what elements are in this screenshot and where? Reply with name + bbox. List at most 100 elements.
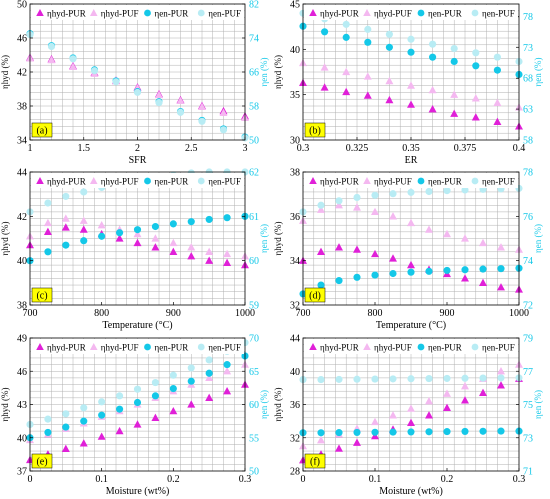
y-axis-label-left: ηhyd (%) xyxy=(273,388,283,422)
legend-marker xyxy=(363,343,371,350)
legend-entry: ηhyd-PUF xyxy=(101,9,139,19)
data-point xyxy=(479,278,487,286)
grid xyxy=(303,4,519,140)
data-point xyxy=(80,237,88,245)
legend-marker xyxy=(89,343,98,350)
data-point xyxy=(443,428,451,436)
legend-marker xyxy=(144,177,151,185)
legend-entry: ηen-PUR xyxy=(155,9,189,19)
data-point xyxy=(133,238,142,247)
legend-entry: ηhyd-PUR xyxy=(320,9,359,19)
x-tick-label: 1 xyxy=(28,143,33,154)
panel-tag: (f) xyxy=(304,453,326,469)
data-point xyxy=(389,212,397,220)
y-tick-label-right: 58 xyxy=(249,102,259,113)
data-point xyxy=(425,187,433,196)
data-point xyxy=(205,369,213,377)
data-point xyxy=(187,364,195,372)
data-point xyxy=(317,429,325,437)
data-point xyxy=(187,400,196,408)
y-axis-label-left: ηhyd (%) xyxy=(273,222,283,256)
data-point xyxy=(112,78,120,86)
x-axis-label: Moisture (wt%) xyxy=(379,486,443,497)
legend-marker xyxy=(417,9,425,17)
y-tick-label-right: 55 xyxy=(249,433,259,444)
data-point xyxy=(80,188,88,196)
legend: ηhyd-PUR ηhyd-PUF ηen-PUR ηen-PUF xyxy=(304,5,518,20)
data-point xyxy=(317,205,325,213)
data-point xyxy=(364,25,372,33)
legend-marker xyxy=(471,343,479,351)
data-point xyxy=(385,30,393,38)
y-tick-label-right: 71 xyxy=(523,467,533,478)
legend-entry: ηhyd-PUR xyxy=(47,9,86,19)
x-tick-label: 3 xyxy=(243,143,248,154)
y-tick-label-right: 60 xyxy=(249,256,259,267)
data-point xyxy=(223,214,231,222)
data-point xyxy=(205,393,214,401)
data-point xyxy=(44,199,52,207)
data-point xyxy=(317,201,325,209)
data-point xyxy=(461,427,469,436)
y-tick-label-left: 45 xyxy=(290,0,300,11)
data-point xyxy=(79,216,88,224)
data-point xyxy=(187,377,195,385)
data-point xyxy=(389,254,397,262)
panel-tag-label: (d) xyxy=(309,291,321,302)
x-tick-label: 0.3 xyxy=(513,474,526,485)
legend-entry: ηen-PUR xyxy=(428,177,462,187)
data-point xyxy=(389,428,397,436)
x-axis-label: Temperature (°C) xyxy=(102,320,172,331)
x-tick-label: 2.5 xyxy=(185,143,198,154)
data-point xyxy=(69,55,77,63)
x-axis-label: Temperature (°C) xyxy=(376,320,446,331)
x-tick-label: 0.375 xyxy=(454,143,477,154)
data-point xyxy=(321,28,329,36)
x-tick-label: 0.4 xyxy=(513,143,526,154)
data-point xyxy=(479,374,487,382)
data-point xyxy=(385,43,393,51)
y-tick-label-left: 28 xyxy=(290,467,300,478)
data-point xyxy=(317,281,325,289)
data-point xyxy=(497,243,505,251)
data-point xyxy=(342,33,350,41)
legend-background xyxy=(31,173,244,188)
y-tick-label-right: 65 xyxy=(249,367,259,378)
y-tick-label-left: 36 xyxy=(290,212,300,223)
series-etaen-puf xyxy=(299,184,523,216)
x-tick-label: 0.3 xyxy=(297,143,310,154)
x-tick-label: 1.5 xyxy=(78,143,91,154)
data-point xyxy=(335,277,343,285)
data-point xyxy=(62,192,70,200)
data-point xyxy=(169,371,177,379)
data-point xyxy=(169,406,178,415)
data-point xyxy=(407,81,415,89)
data-point xyxy=(169,238,178,247)
y-tick-label-left: 34 xyxy=(290,256,300,267)
data-point xyxy=(425,374,433,383)
data-point xyxy=(205,256,214,264)
chart-panel-a: 1 1.5 2 2.5 3 SFR 34 38 42 46 50 50 58 66 74 82 ηhyd (%)… xyxy=(0,0,269,166)
y-tick-label-right: 63 xyxy=(523,105,533,116)
data-point xyxy=(407,268,415,276)
data-point xyxy=(98,232,106,240)
legend-entry: ηhyd-PUF xyxy=(374,9,412,19)
data-point xyxy=(389,269,397,278)
x-tick-label: 0.2 xyxy=(441,474,454,485)
data-point xyxy=(205,373,214,382)
y-axis-label-right: ηen (%) xyxy=(259,224,269,253)
data-point xyxy=(169,220,177,228)
legend-background xyxy=(31,339,244,354)
legend: ηhyd-PUR ηhyd-PUF ηen-PUR ηen-PUF xyxy=(31,5,244,20)
data-point xyxy=(443,266,451,274)
x-tick-label: 0 xyxy=(301,474,306,485)
data-point xyxy=(461,382,469,390)
y-tick-label-right: 62 xyxy=(249,168,259,179)
data-point xyxy=(450,57,458,66)
data-point xyxy=(363,91,372,99)
data-point xyxy=(443,403,451,411)
data-point xyxy=(429,53,437,61)
x-tick-label: 2 xyxy=(135,143,140,154)
y-tick-label-left: 44 xyxy=(17,168,27,179)
